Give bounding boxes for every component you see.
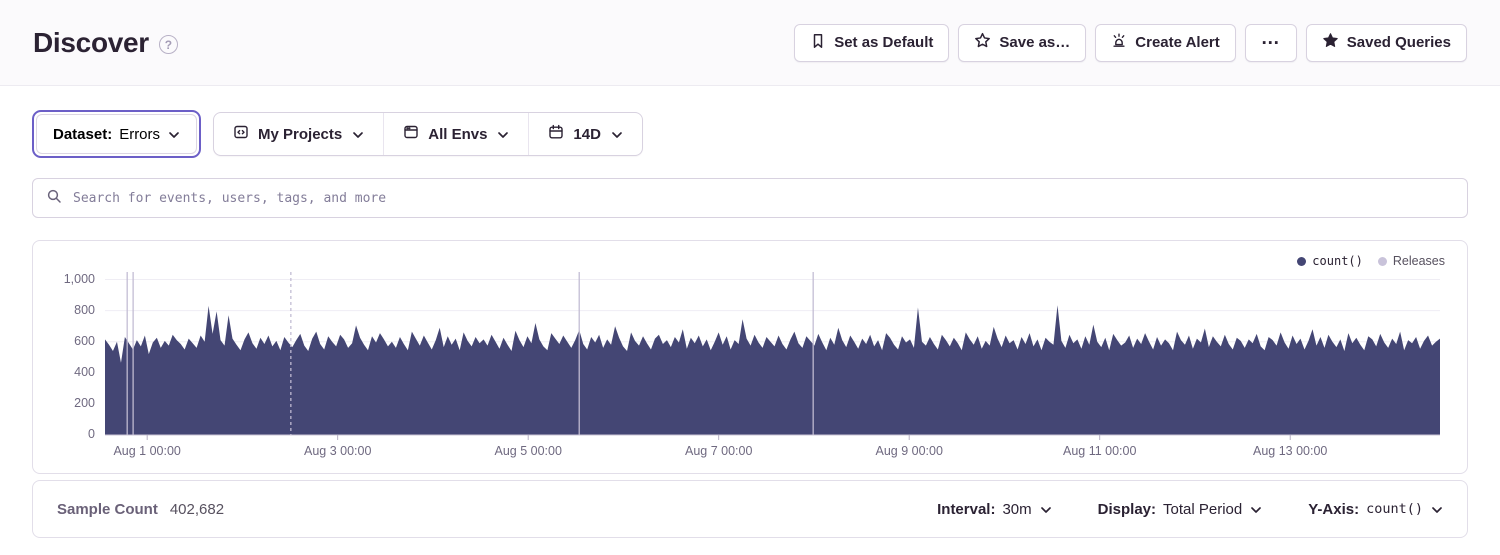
releases-dot — [1377, 256, 1387, 266]
page-title: Discover — [33, 26, 149, 58]
star-outline-icon — [974, 32, 991, 53]
saved-queries-button[interactable]: Saved Queries — [1305, 23, 1467, 62]
date-range-dropdown[interactable]: 14D — [528, 113, 642, 155]
chevron-down-icon — [1040, 501, 1052, 518]
yaxis-label: Y-Axis: — [1308, 500, 1360, 518]
x-tick-label: Aug 11 00:00 — [1062, 444, 1137, 458]
chevron-down-icon — [1250, 501, 1262, 518]
x-tick-label: Aug 3 00:00 — [303, 444, 372, 458]
x-tick-label: Aug 9 00:00 — [875, 444, 943, 458]
interval-label: Interval: — [937, 500, 996, 518]
dataset-highlight-ring: Dataset: Errors — [32, 110, 202, 158]
chevron-down-icon — [497, 126, 509, 143]
header-toolbar: Set as Default Save as… Create Alert … S… — [794, 23, 1467, 62]
environments-dropdown[interactable]: All Envs — [383, 113, 528, 155]
interval-dropdown[interactable]: Interval: 30m — [937, 501, 1052, 518]
filter-bar: Dataset: Errors My Projects All Envs — [32, 110, 1468, 158]
display-label: Display: — [1097, 500, 1157, 518]
search-input[interactable] — [71, 189, 1454, 207]
bookmark-icon — [810, 33, 826, 53]
y-tick-label: 200 — [74, 395, 95, 410]
dataset-label: Dataset: — [53, 125, 113, 143]
create-alert-label: Create Alert — [1135, 34, 1220, 51]
save-as-button[interactable]: Save as… — [958, 23, 1087, 62]
search-row — [32, 178, 1468, 218]
chevron-down-icon — [352, 126, 364, 143]
projects-label: My Projects — [258, 125, 343, 143]
x-tick-label: Aug 13 00:00 — [1253, 444, 1328, 458]
footer-controls: Interval: 30m Display: Total Period Y-Ax… — [937, 501, 1443, 518]
more-options-button[interactable]: … — [1244, 23, 1297, 62]
yaxis-dropdown[interactable]: Y-Axis: count() — [1308, 501, 1443, 518]
plot-area: 0 200 400 600 800 1,000 — [33, 267, 1467, 441]
events-area-chart[interactable] — [105, 267, 1440, 441]
projects-icon — [233, 124, 249, 144]
x-tick-label: Aug 7 00:00 — [684, 444, 753, 458]
search-box — [32, 178, 1468, 218]
display-value: Total Period — [1163, 500, 1243, 518]
date-range-label: 14D — [573, 125, 601, 143]
legend-item-releases[interactable]: Releases — [1377, 254, 1445, 268]
ellipsis-icon: … — [1260, 28, 1281, 49]
releases-label: Releases — [1392, 254, 1445, 268]
dataset-dropdown[interactable]: Dataset: Errors — [36, 114, 198, 154]
save-as-label: Save as… — [999, 34, 1071, 51]
y-tick-label: 0 — [88, 427, 95, 441]
calendar-icon — [548, 124, 564, 144]
y-tick-label: 600 — [74, 333, 95, 348]
chart-footer: Sample Count 402,682 Interval: 30m Displ… — [32, 480, 1468, 538]
window-icon — [403, 124, 419, 144]
x-tick-label: Aug 5 00:00 — [494, 444, 562, 458]
set-as-default-label: Set as Default — [834, 34, 934, 51]
events-chart-card: count() Releases 0 200 400 600 800 1,000 Aug … — [32, 240, 1468, 474]
y-tick-label: 1,000 — [63, 271, 95, 286]
set-as-default-button[interactable]: Set as Default — [794, 23, 950, 62]
count-series-dot — [1297, 256, 1307, 266]
sample-count-value: 402,682 — [169, 500, 225, 518]
y-axis: 0 200 400 600 800 1,000 — [33, 267, 105, 442]
search-icon — [46, 188, 62, 209]
dataset-value: Errors — [119, 125, 161, 143]
legend-item-count[interactable]: count() — [1297, 254, 1363, 268]
star-filled-icon — [1322, 32, 1339, 53]
page-header: Discover ? Set as Default Save as… Creat… — [0, 0, 1500, 86]
interval-value: 30m — [1002, 500, 1032, 518]
yaxis-value: count() — [1366, 501, 1423, 517]
create-alert-button[interactable]: Create Alert — [1095, 23, 1236, 62]
saved-queries-label: Saved Queries — [1346, 34, 1451, 51]
x-axis: Aug 1 00:00 Aug 3 00:00 Aug 5 00:00 Aug 7 0… — [105, 444, 1440, 466]
count-series-label: count() — [1312, 254, 1363, 268]
help-icon[interactable]: ? — [158, 35, 178, 54]
sample-count-label: Sample Count — [57, 500, 158, 518]
y-tick-label: 400 — [74, 364, 95, 379]
chevron-down-icon — [168, 126, 180, 143]
siren-icon — [1111, 33, 1127, 53]
chart-legend: count() Releases — [1297, 254, 1445, 268]
projects-dropdown[interactable]: My Projects — [214, 113, 383, 155]
chevron-down-icon — [1431, 501, 1443, 518]
display-dropdown[interactable]: Display: Total Period — [1098, 501, 1263, 518]
environments-label: All Envs — [428, 125, 488, 143]
y-tick-label: 800 — [74, 302, 95, 317]
x-tick-label: Aug 1 00:00 — [113, 444, 181, 458]
sample-count: Sample Count 402,682 — [57, 501, 224, 518]
chevron-down-icon — [611, 126, 623, 143]
page-filter-group: My Projects All Envs 14D — [213, 112, 643, 156]
